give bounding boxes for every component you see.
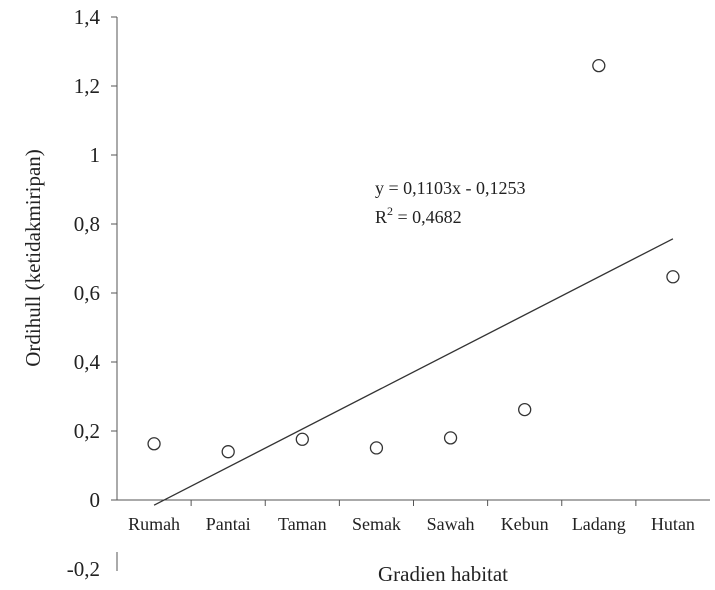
x-tick-label: Ladang: [572, 514, 626, 534]
data-point-hutan: [666, 270, 680, 284]
y-tick-label: 0,8: [74, 212, 100, 236]
y-tick-label: 1,4: [74, 5, 101, 29]
y-axis-title: Ordihull (ketidakmiripan): [21, 149, 45, 367]
data-points: [147, 58, 680, 459]
x-ticks: Rumah Pantai Taman Semak Sawah Kebun Ladang Hut…: [128, 500, 695, 534]
data-point-kebun: [518, 402, 532, 417]
y-tick-label: 0: [90, 488, 101, 512]
trendline: [153, 238, 674, 506]
x-tick-label: Rumah: [128, 514, 180, 534]
y-tick-label: 1: [90, 143, 101, 167]
data-point-pantai: [221, 445, 235, 459]
y-tick-label: 1,2: [74, 74, 100, 98]
y-tick-label: -0,2: [67, 557, 100, 581]
r2-prefix: R: [375, 207, 387, 227]
x-tick-label: Sawah: [427, 514, 475, 534]
trendline-group: [153, 238, 674, 506]
data-point-sawah: [443, 431, 458, 445]
x-tick-label: Kebun: [501, 514, 549, 534]
y-tick-label: 0,2: [74, 419, 100, 443]
data-point-rumah: [147, 437, 161, 451]
x-axis-title: Gradien habitat: [378, 562, 508, 586]
x-tick-label: Hutan: [651, 514, 695, 534]
data-point-semak: [369, 441, 384, 455]
data-point-taman: [295, 432, 309, 446]
y-tick-label: 0,4: [74, 350, 101, 374]
x-tick-label: Semak: [352, 514, 401, 534]
y-ticks: -0,2 0 0,2 0,4 0,6 0,8 1 1,2 1,4: [67, 5, 117, 581]
data-point-ladang: [592, 58, 606, 73]
trendline-r2: R2 = 0,4682: [375, 204, 462, 227]
trendline-equation: y = 0,1103x - 0,1253: [375, 178, 525, 198]
x-tick-label: Pantai: [206, 514, 251, 534]
r2-value: = 0,4682: [393, 207, 462, 227]
x-tick-label: Taman: [278, 514, 327, 534]
y-tick-label: 0,6: [74, 281, 100, 305]
axes: [116, 17, 710, 571]
r2-superscript: 2: [387, 204, 393, 218]
